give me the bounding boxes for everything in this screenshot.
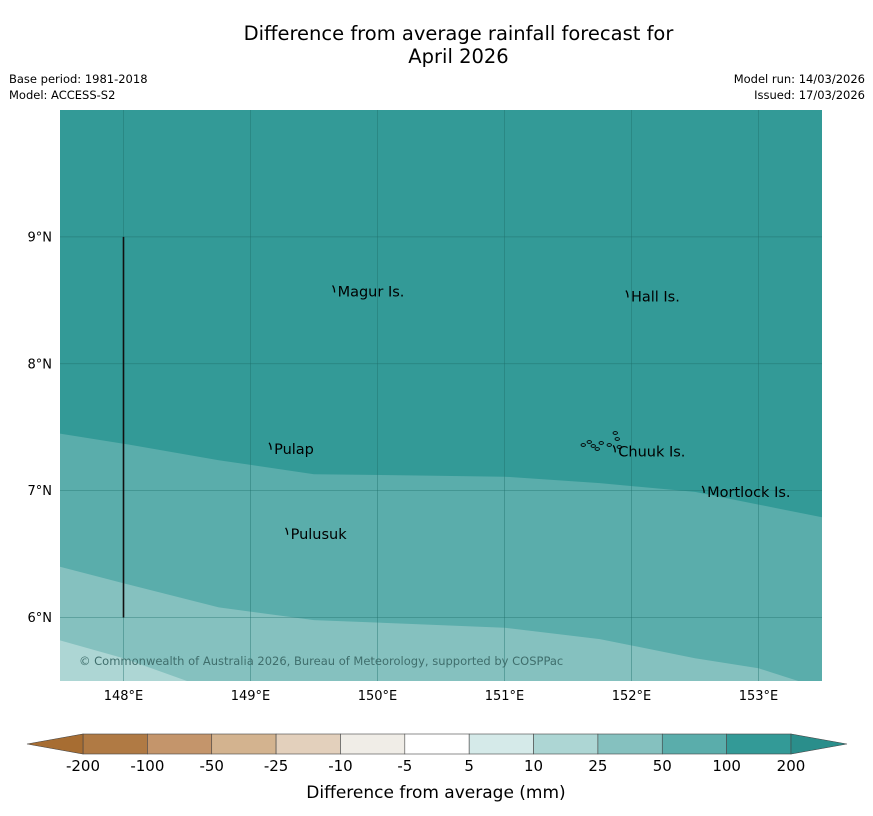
place-label-0: Magur Is. bbox=[338, 284, 405, 300]
chuuk-islet-3 bbox=[598, 441, 604, 445]
map-area: Magur Is. Hall Is. Pulap Chuuk Is. Mortlock … bbox=[60, 110, 822, 681]
colorbar-segment-7 bbox=[533, 733, 599, 755]
colorbar-tick-label-6: 5 bbox=[464, 757, 474, 775]
chuuk-islet-0 bbox=[580, 443, 586, 447]
colorbar-title: Difference from average (mm) bbox=[306, 783, 565, 803]
model-run-text: Model run: 14/03/2026 bbox=[733, 72, 865, 86]
map-title: Difference from average rainfall forecas… bbox=[0, 22, 873, 68]
colorbar-tick-label-2: -50 bbox=[199, 757, 224, 775]
map-title-line-2: April 2026 bbox=[408, 45, 509, 68]
colorbar-segment-9 bbox=[661, 733, 727, 755]
chuuk-islet-2 bbox=[590, 444, 596, 448]
meta-right: Model run: 14/03/2026 Issued: 17/03/2026 bbox=[734, 71, 865, 103]
colorbar-over-arrow bbox=[790, 733, 848, 755]
colorbar-segment-8 bbox=[597, 733, 663, 755]
colorbar-under-arrow bbox=[26, 733, 84, 755]
colorbar-segment-5 bbox=[404, 733, 470, 755]
model-text: Model: ACCESS-S2 bbox=[9, 88, 116, 102]
chuuk-islet-4 bbox=[606, 443, 612, 447]
map-title-line-1: Difference from average rainfall forecas… bbox=[243, 22, 674, 45]
issued-text: Issued: 17/03/2026 bbox=[754, 88, 865, 102]
island-marker-2 bbox=[268, 442, 272, 450]
lon-tick-label-3: 151°E bbox=[485, 689, 525, 704]
place-label-2: Pulap bbox=[274, 442, 314, 458]
place-label-1: Hall Is. bbox=[631, 290, 680, 306]
colorbar-segment-6 bbox=[468, 733, 534, 755]
chuuk-islet-8 bbox=[594, 447, 600, 451]
lat-tick-label-3: 6°N bbox=[28, 611, 53, 626]
chuuk-islet-1 bbox=[586, 440, 592, 444]
colorbar-segment-4 bbox=[340, 733, 406, 755]
colorbar-segment-3 bbox=[275, 733, 341, 755]
colorbar-tick-label-4: -10 bbox=[328, 757, 353, 775]
island-marker-3 bbox=[612, 444, 616, 453]
colorbar-tick-label-11: 200 bbox=[777, 757, 806, 775]
colorbar-tick-label-9: 50 bbox=[653, 757, 672, 775]
lon-tick-label-5: 153°E bbox=[739, 689, 779, 704]
copyright-text: © Commonwealth of Australia 2026, Bureau… bbox=[79, 654, 563, 668]
island-marker-5 bbox=[285, 527, 289, 535]
chuuk-islet-7 bbox=[616, 445, 622, 449]
colorbar-segment-1 bbox=[147, 733, 213, 755]
colorbar-tick-label-10: 100 bbox=[712, 757, 741, 775]
base-period-text: Base period: 1981-2018 bbox=[9, 72, 148, 86]
colorbar-tick-label-5: -5 bbox=[397, 757, 412, 775]
island-marker-1 bbox=[625, 290, 629, 298]
lat-tick-label-2: 7°N bbox=[28, 484, 53, 499]
lon-tick-label-2: 150°E bbox=[358, 689, 398, 704]
colorbar-segment-10 bbox=[726, 733, 792, 755]
lat-tick-label-0: 9°N bbox=[28, 230, 53, 245]
colorbar-tick-label-7: 10 bbox=[524, 757, 543, 775]
colorbar-segment-0 bbox=[82, 733, 148, 755]
colorbar: -200 -100 -50 -25 -10 -5 5 10 25 50 100 200 Differen… bbox=[26, 733, 848, 803]
place-label-5: Pulusuk bbox=[291, 527, 348, 543]
colorbar-tick-label-8: 25 bbox=[588, 757, 607, 775]
colorbar-tick-label-1: -100 bbox=[130, 757, 164, 775]
colorbar-tick-label-0: -200 bbox=[66, 757, 100, 775]
lon-tick-label-1: 149°E bbox=[231, 689, 271, 704]
lon-tick-label-4: 152°E bbox=[612, 689, 652, 704]
lon-tick-label-0: 148°E bbox=[104, 689, 144, 704]
colorbar-tick-label-3: -25 bbox=[264, 757, 289, 775]
meta-left: Base period: 1981-2018 Model: ACCESS-S2 bbox=[9, 71, 148, 103]
island-marker-0 bbox=[332, 285, 336, 293]
colorbar-segment-2 bbox=[211, 733, 277, 755]
lat-tick-label-1: 8°N bbox=[28, 357, 53, 372]
place-label-3: Chuuk Is. bbox=[618, 444, 685, 460]
chuuk-islet-5 bbox=[612, 431, 618, 435]
place-label-4: Mortlock Is. bbox=[707, 485, 790, 501]
island-marker-4 bbox=[701, 485, 705, 493]
chuuk-islet-6 bbox=[614, 437, 620, 441]
